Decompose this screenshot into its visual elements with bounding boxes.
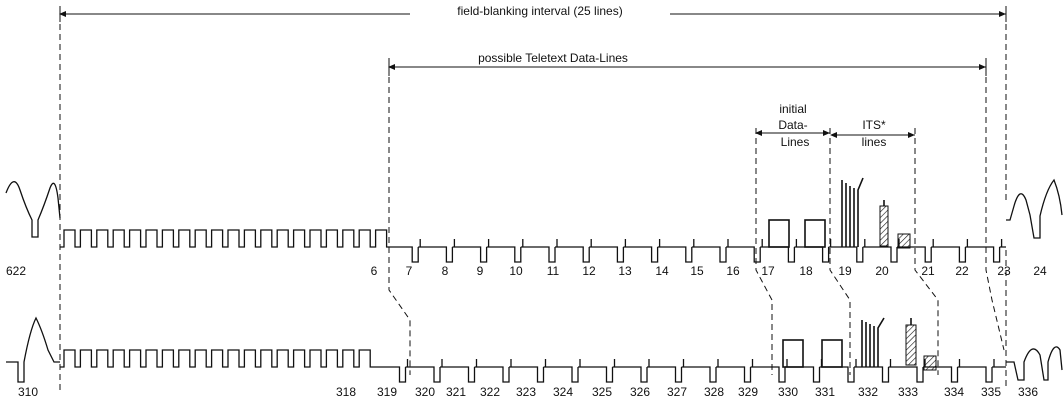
field2-line-label: 323 xyxy=(516,385,536,399)
field2-line-label: 318 xyxy=(336,385,356,399)
field1-line-label: 14 xyxy=(655,264,669,278)
field1-line-label: 6 xyxy=(371,264,378,278)
field2-line-label: 320 xyxy=(415,385,435,399)
field2-line-label: 324 xyxy=(553,385,573,399)
field2-data-line-331-box xyxy=(821,339,843,368)
field2-line-label: 332 xyxy=(858,385,878,399)
field1-line-label: 16 xyxy=(726,264,740,278)
field1-its-line-20-shape xyxy=(879,200,911,249)
field1-line-label: 622 xyxy=(6,264,26,278)
field2-line-label: 321 xyxy=(446,385,466,399)
field1-line-label: 7 xyxy=(406,264,413,278)
field2-line-label: 331 xyxy=(815,385,835,399)
field2-line-label: 329 xyxy=(738,385,758,399)
teletext-label: possible Teletext Data-Lines xyxy=(478,51,628,65)
field1-line-label: 22 xyxy=(955,264,969,278)
field1-data-line-17-box xyxy=(768,219,790,248)
field2-line-label: 326 xyxy=(630,385,650,399)
its-label-1: ITS* xyxy=(862,118,886,132)
field2-its-line-332-bars xyxy=(861,317,885,367)
initial-label-3: Lines xyxy=(781,135,810,149)
field2-line-label: 328 xyxy=(704,385,724,399)
field2-its-line-333-shape xyxy=(905,318,937,371)
field2-line-label: 310 xyxy=(18,385,38,399)
field-blanking-interval: field-blanking interval (25 lines) xyxy=(59,3,1007,22)
field1-line-label: 11 xyxy=(547,264,560,278)
field2-line-label: 333 xyxy=(898,385,918,399)
field1-line-label: 13 xyxy=(618,264,632,278)
its-lines-interval: ITS* lines xyxy=(830,118,915,149)
field2-line-label: 334 xyxy=(944,385,964,399)
field1-line-label: 9 xyxy=(477,264,484,278)
field2-line-label: 319 xyxy=(377,385,397,399)
field-blanking-label: field-blanking interval (25 lines) xyxy=(457,4,622,18)
field2-waveform xyxy=(6,316,1063,383)
dashed-guides xyxy=(59,14,1007,390)
field1-line-label: 21 xyxy=(921,264,935,278)
field2-line-label: 327 xyxy=(667,385,687,399)
field1-line-label: 17 xyxy=(761,264,775,278)
initial-label-1: initial xyxy=(779,102,806,116)
initial-data-lines-interval: initial Data- Lines xyxy=(755,102,830,149)
field2-data-line-330-box xyxy=(782,339,804,368)
field1-line-label: 19 xyxy=(838,264,852,278)
field2-line-label: 335 xyxy=(981,385,1001,399)
field2-line-label: 325 xyxy=(592,385,612,399)
field1-line-label: 12 xyxy=(582,264,596,278)
its-label-2: lines xyxy=(862,135,887,149)
field1-data-line-18-box xyxy=(804,219,826,248)
field2-line-label: 322 xyxy=(480,385,500,399)
field1-line-label: 18 xyxy=(799,264,813,278)
teletext-interval: possible Teletext Data-Lines xyxy=(388,50,987,76)
field1-line-label: 10 xyxy=(509,264,523,278)
field2-line-labels: 310 318 319 320 321 322 323 324 325 326 327 328 329 3… xyxy=(18,385,1038,399)
field2-line-label: 336 xyxy=(1018,385,1038,399)
field1-waveform xyxy=(5,178,1063,263)
field1-its-line-19-bars xyxy=(841,177,864,247)
field2-line-label: 330 xyxy=(778,385,798,399)
field1-line-label: 8 xyxy=(442,264,449,278)
field1-line-label: 24 xyxy=(1033,264,1047,278)
initial-label-2: Data- xyxy=(778,118,807,132)
field1-line-label: 15 xyxy=(690,264,704,278)
field1-line-label: 20 xyxy=(875,264,889,278)
field1-line-label: 23 xyxy=(997,264,1011,278)
field1-line-labels: 622 6 7 8 9 10 11 12 13 14 15 16 17 18 19 20 21 22 23 24 xyxy=(6,264,1047,278)
